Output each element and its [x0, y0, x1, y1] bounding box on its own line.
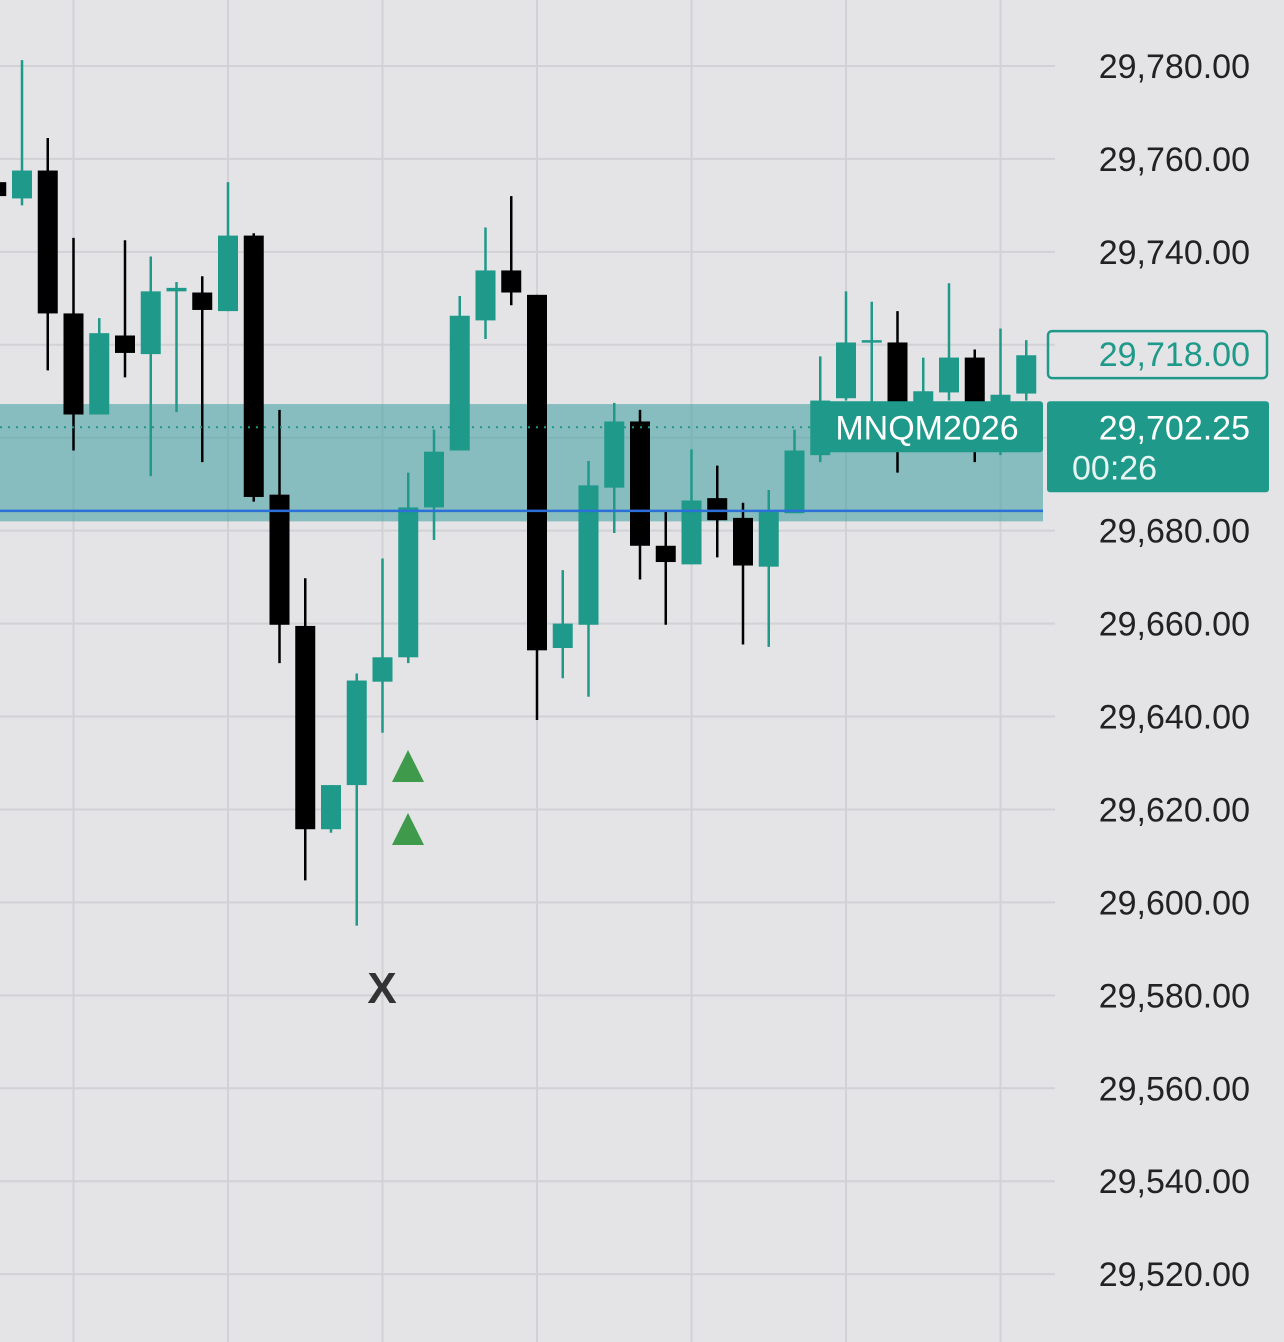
candle-body: [424, 451, 444, 508]
candle-body: [115, 335, 135, 353]
candle-body: [604, 421, 625, 488]
candle-body: [89, 333, 110, 415]
signal-triangle: [392, 750, 424, 782]
candle-body: [243, 235, 264, 497]
candle-body: [758, 512, 779, 567]
candle-body: [681, 500, 702, 565]
candle-body: [269, 494, 290, 625]
candle-body: [166, 287, 187, 292]
candle-body: [346, 680, 367, 786]
y-tick-label: 29,780.00: [1099, 48, 1250, 86]
countdown: 00:26: [1072, 449, 1157, 487]
candle-body: [861, 340, 882, 343]
y-tick-label: 29,600.00: [1099, 884, 1250, 922]
candle-body: [527, 294, 547, 651]
candle-body: [887, 342, 908, 402]
candle-body: [218, 235, 238, 312]
price-box: [1046, 329, 1269, 380]
y-tick-label: 29,640.00: [1099, 699, 1250, 737]
y-tick-label: 29,580.00: [1099, 977, 1250, 1015]
candle-body: [836, 342, 856, 399]
symbol-box: [811, 401, 1043, 453]
candles: [0, 60, 1043, 926]
candle-body: [655, 545, 676, 563]
candle-body: [37, 170, 58, 314]
candle-body: [939, 357, 959, 393]
y-tick-label: 29,520.00: [1099, 1256, 1250, 1294]
candle-body: [372, 657, 393, 682]
candle-body: [449, 315, 470, 451]
candle-body: [501, 270, 522, 293]
candle-body: [1016, 355, 1037, 394]
candle-body: [295, 625, 316, 830]
candle-body: [63, 313, 84, 415]
candle-body: [321, 785, 341, 830]
candle-body: [192, 292, 213, 310]
candle-body: [630, 421, 650, 546]
y-tick-label: 29,560.00: [1099, 1070, 1250, 1108]
candle-body: [784, 450, 805, 514]
candle-body: [733, 517, 753, 566]
candle-body: [552, 623, 573, 648]
candle-body: [475, 270, 496, 321]
y-tick-label: 29,680.00: [1099, 513, 1250, 551]
y-tick-label: 29,540.00: [1099, 1163, 1250, 1201]
candle-body: [12, 170, 32, 199]
annotation: X: [367, 964, 396, 1013]
y-tick-label: 29,740.00: [1099, 234, 1250, 272]
candle-body: [578, 485, 599, 625]
last-price-box: [1047, 401, 1269, 493]
symbol-label: MNQM2026: [835, 409, 1018, 447]
last-price-label: 29,702.25: [1099, 409, 1250, 447]
overlay: X: [367, 750, 424, 1013]
candle-body: [140, 291, 161, 355]
candle-body: [964, 357, 985, 406]
y-tick-label: 29,660.00: [1099, 606, 1250, 644]
signal-triangle: [392, 813, 424, 845]
price-label: 29,718.00: [1099, 336, 1250, 374]
y-tick-label: 29,760.00: [1099, 141, 1250, 179]
price-axis: 29,780.00 29,760.00 29,740.00 29,680.00 29,6…: [811, 48, 1269, 1294]
candle-body: [707, 498, 728, 521]
candle-body: [0, 182, 7, 197]
candle-body: [398, 507, 419, 658]
y-tick-label: 29,620.00: [1099, 791, 1250, 829]
